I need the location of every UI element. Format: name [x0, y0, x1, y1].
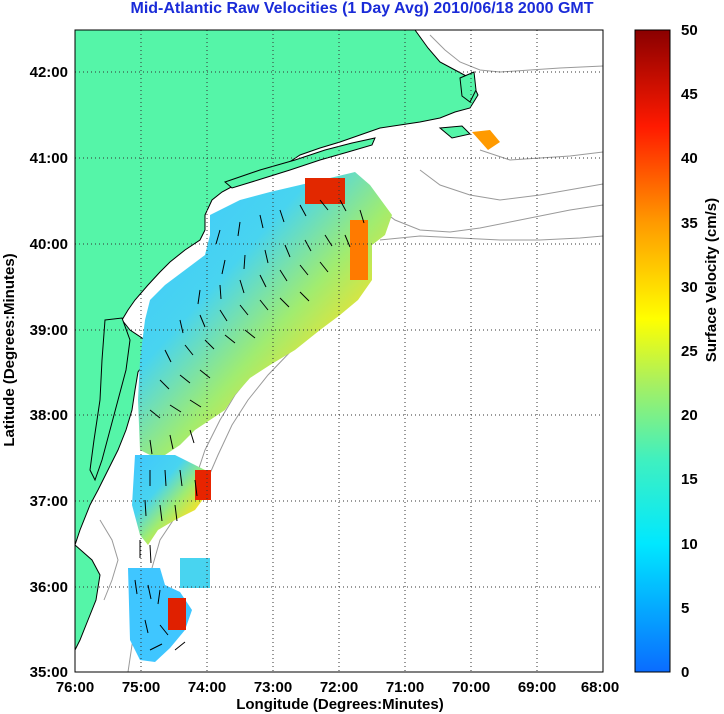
colorbar-tick-label: 0 [681, 664, 689, 681]
x-tick-label: 72:00 [320, 679, 358, 696]
x-tick-label: 69:00 [518, 679, 556, 696]
colorbar: 50 45 40 35 30 25 20 15 10 5 0 Surface V… [634, 22, 720, 681]
y-tick-label: 35:00 [30, 664, 68, 681]
colorbar-tick-label: 40 [681, 150, 698, 167]
colorbar-scale [634, 29, 671, 673]
x-tick-label: 70:00 [452, 679, 490, 696]
y-tick-label: 36:00 [30, 579, 68, 596]
velocity-patch-med [180, 558, 210, 588]
velocity-coverage-north [138, 172, 392, 455]
x-tick-label: 71:00 [386, 679, 424, 696]
velocity-patch-block-island [472, 130, 500, 150]
colorbar-tick-label: 10 [681, 536, 698, 553]
x-axis-label: Longitude (Degrees:Minutes) [236, 696, 444, 713]
land-mass [75, 30, 479, 546]
velocity-field [128, 130, 500, 662]
long-island [224, 137, 376, 189]
plot-frame [74, 29, 604, 673]
colorbar-tick-label: 50 [681, 22, 698, 39]
y-tick-label: 41:00 [30, 150, 68, 167]
x-tick-label: 74:00 [188, 679, 226, 696]
x-tick-label: 68:00 [581, 679, 619, 696]
velocity-patch-high [305, 178, 345, 204]
colorbar-tick-label: 5 [681, 600, 689, 617]
y-axis-label: Latitude (Degrees:Minutes) [1, 253, 18, 446]
x-axis-ticks: 76:00 75:00 74:00 73:00 72:00 71:00 70:0… [56, 679, 619, 696]
colorbar-label: Surface Velocity (cm/s) [703, 198, 720, 362]
lat-lon-grid [75, 30, 603, 672]
y-tick-label: 42:00 [30, 64, 68, 81]
x-tick-label: 76:00 [56, 679, 94, 696]
velocity-patch-high [168, 598, 186, 630]
y-tick-label: 39:00 [30, 322, 68, 339]
cape-cod [459, 71, 477, 103]
y-tick-label: 38:00 [30, 407, 68, 424]
velocity-coverage-south [132, 455, 210, 545]
colorbar-tick-label: 20 [681, 407, 698, 424]
y-tick-label: 40:00 [30, 236, 68, 253]
colorbar-tick-label: 45 [681, 86, 698, 103]
colorbar-tick-label: 15 [681, 471, 698, 488]
colorbar-tick-label: 35 [681, 215, 698, 232]
y-tick-label: 37:00 [30, 493, 68, 510]
delmarva-peninsula [89, 317, 131, 482]
colorbar-tick-label: 25 [681, 343, 698, 360]
colorbar-tick-label: 30 [681, 279, 698, 296]
x-tick-label: 75:00 [122, 679, 160, 696]
carolina-coast [75, 544, 101, 651]
nantucket-island [438, 125, 471, 139]
x-tick-label: 73:00 [254, 679, 292, 696]
velocity-coverage-hatteras [128, 568, 192, 662]
map-title: Mid-Atlantic Raw Velocities (1 Day Avg) … [130, 0, 594, 17]
velocity-patch-high [350, 220, 368, 280]
y-axis-ticks: 42:00 41:00 40:00 39:00 38:00 37:00 36:0… [30, 64, 68, 681]
velocity-patch-high [195, 470, 211, 500]
